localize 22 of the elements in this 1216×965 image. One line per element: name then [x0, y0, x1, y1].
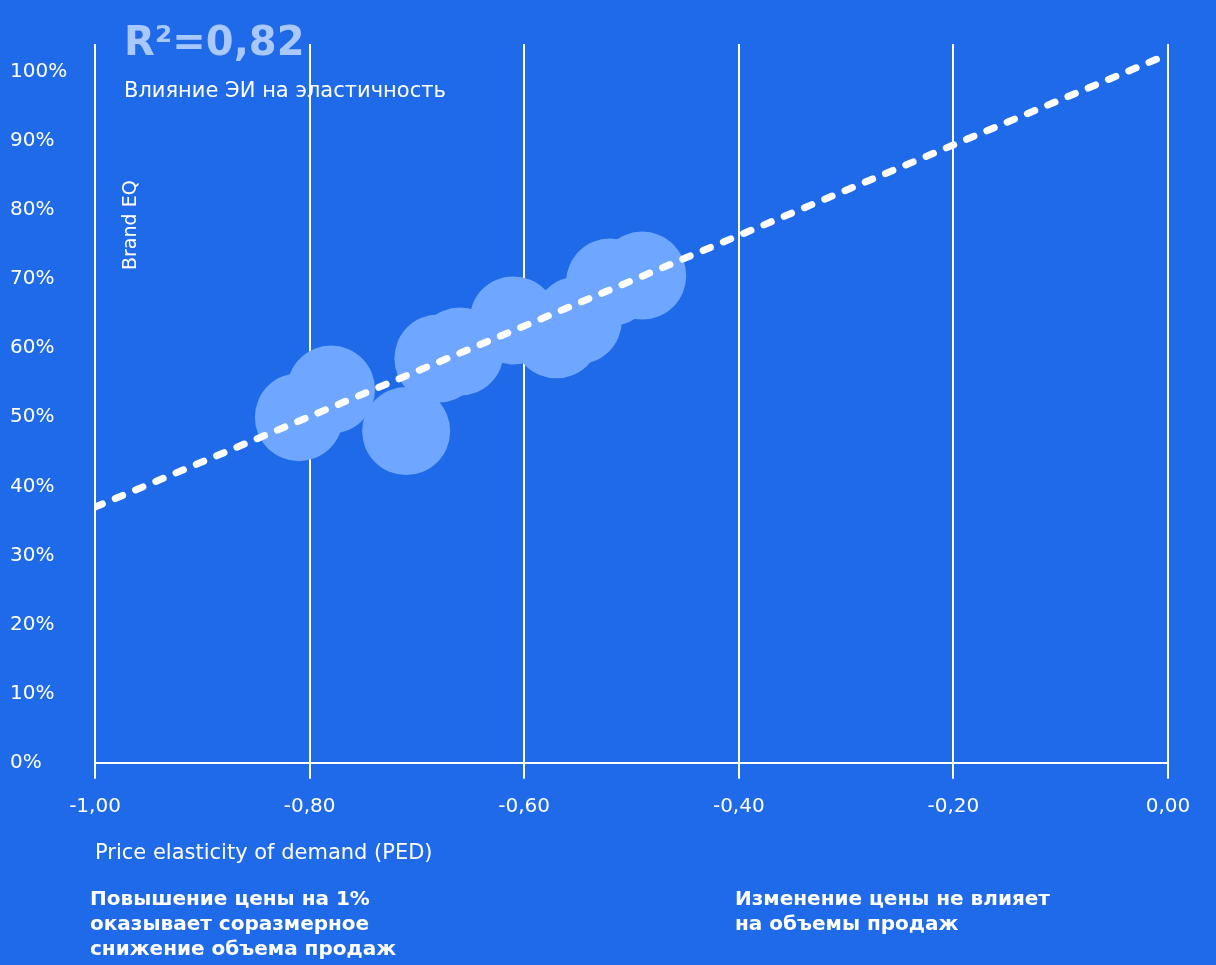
chart-title: R²=0,82 [124, 18, 305, 64]
y-tick-label: 10% [10, 679, 55, 704]
text: Изменение цены не влияет на объемы продаж [735, 886, 1050, 936]
x-tick-label: -0,20 [927, 793, 980, 817]
y-tick-label: 20% [10, 610, 55, 635]
y-tick-label: 30% [10, 541, 55, 566]
y-tick-label: 100% [10, 57, 68, 82]
x-tick-label: -0,40 [712, 793, 765, 817]
x-tick-label: -0,80 [283, 793, 336, 817]
y-tick-label: 90% [10, 126, 55, 151]
y-tick-label: 0% [10, 749, 42, 773]
x-tick-label: -0,60 [498, 793, 551, 817]
x-tick-label: 0,00 [1145, 793, 1191, 817]
y-tick-label: 70% [10, 265, 55, 290]
y-tick-label: 60% [10, 334, 55, 359]
y-tick-label: 50% [10, 403, 55, 428]
y-axis-title: Brand EQ [118, 180, 140, 270]
x-axis-title: Price elasticity of demand (PED) [95, 839, 433, 864]
x-tick-label: -1,00 [69, 793, 121, 817]
y-tick-label: 80% [10, 196, 55, 221]
text: Повышение цены на 1% оказывает соразмерное снижение объема продаж [90, 886, 397, 961]
y-tick-label: 40% [10, 472, 55, 497]
